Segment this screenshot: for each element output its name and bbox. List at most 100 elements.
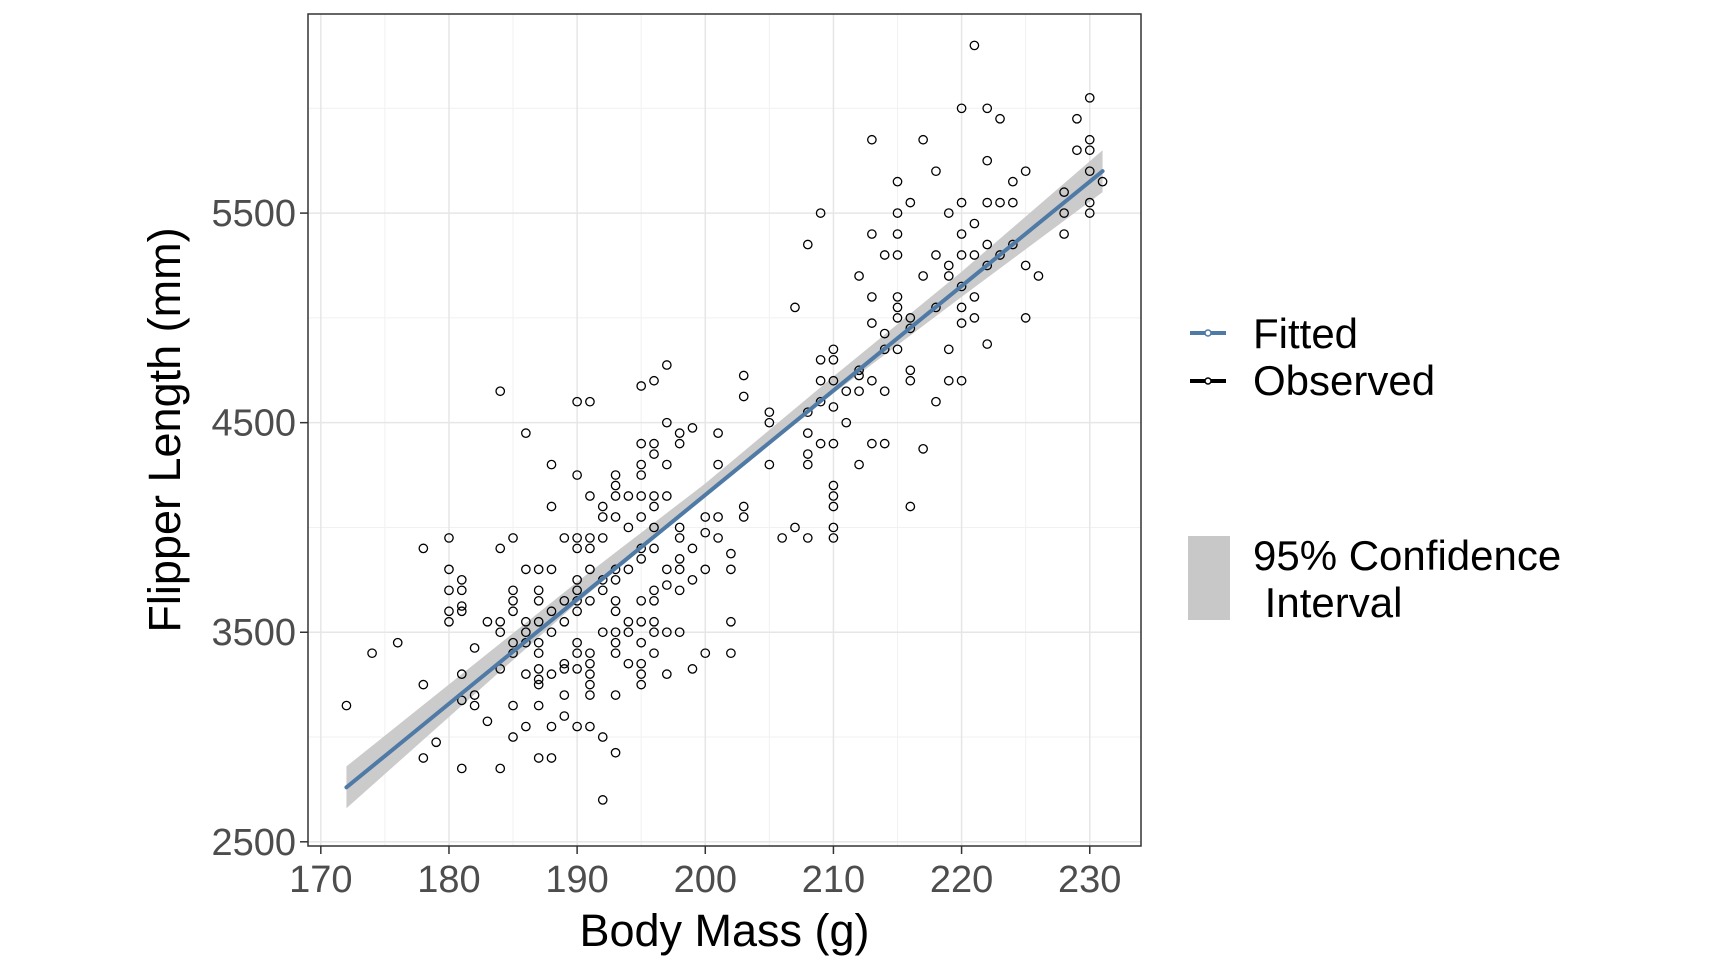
observed-point	[533, 753, 544, 763]
observed-point	[585, 564, 595, 575]
observed-point	[572, 533, 582, 543]
observed-point	[636, 658, 647, 669]
observed-points	[341, 40, 1108, 805]
observed-point	[867, 375, 877, 386]
observed-point	[508, 595, 518, 606]
observed-point	[1084, 145, 1095, 156]
observed-point	[572, 470, 582, 480]
fitted-line-group	[344, 169, 1105, 790]
observed-point	[969, 292, 980, 302]
observed-point	[649, 375, 659, 386]
observed-point	[533, 648, 544, 659]
observed-point	[418, 679, 429, 690]
observed-point	[1084, 134, 1095, 145]
observed-point	[559, 664, 570, 674]
observed-point	[456, 574, 467, 585]
observed-point	[931, 250, 941, 260]
observed-point	[738, 512, 749, 522]
observed-point	[828, 354, 839, 365]
observed-point	[982, 155, 993, 166]
y-tick-label: 2500	[211, 822, 296, 864]
observed-point	[597, 795, 608, 805]
legend-fitted-key-dot	[1204, 329, 1212, 337]
observed-point	[982, 239, 993, 250]
observed-point	[1084, 208, 1095, 218]
observed-point	[931, 396, 941, 407]
observed-point	[1059, 229, 1069, 239]
observed-point	[700, 648, 711, 659]
observed-point	[905, 197, 916, 208]
x-tick-label: 220	[930, 859, 993, 901]
observed-point	[469, 700, 480, 711]
observed-point	[905, 313, 916, 323]
observed-point	[585, 721, 595, 732]
observed-point	[559, 711, 570, 721]
observed-point	[572, 648, 582, 659]
observed-point	[777, 533, 788, 543]
observed-point	[559, 690, 570, 700]
observed-point	[892, 250, 903, 260]
observed-point	[533, 585, 544, 596]
observed-point	[828, 522, 839, 533]
observed-point	[956, 250, 967, 260]
observed-point	[969, 313, 980, 323]
observed-point	[533, 700, 544, 711]
observed-point	[546, 627, 557, 638]
observed-point	[764, 417, 775, 428]
observed-point	[815, 375, 826, 386]
observed-point	[1007, 197, 1018, 208]
observed-point	[1033, 271, 1044, 281]
observed-point	[585, 396, 595, 407]
legend-fitted-label: Fitted	[1253, 310, 1358, 357]
observed-point	[802, 407, 813, 418]
observed-point	[392, 637, 403, 648]
observed-point	[956, 197, 967, 208]
observed-point	[585, 669, 595, 680]
observed-point	[585, 679, 595, 690]
observed-point	[687, 543, 698, 554]
observed-point	[867, 292, 877, 302]
observed-point	[495, 664, 506, 674]
observed-point	[892, 208, 903, 218]
observed-point	[713, 533, 723, 543]
observed-point	[546, 564, 557, 575]
observed-point	[649, 491, 659, 501]
observed-point	[572, 574, 582, 585]
observed-point	[1072, 113, 1082, 124]
observed-point	[521, 721, 531, 732]
observed-point	[456, 606, 467, 617]
observed-point	[572, 585, 582, 596]
observed-point	[649, 595, 659, 606]
observed-point	[726, 548, 736, 559]
observed-point	[674, 585, 685, 596]
observed-point	[828, 375, 839, 386]
observed-point	[713, 459, 723, 470]
x-tick-label: 190	[545, 859, 608, 901]
legend-ci-label-line2: Interval	[1253, 579, 1402, 626]
observed-point	[892, 292, 903, 302]
observed-point	[1059, 208, 1069, 218]
observed-point	[597, 512, 608, 522]
observed-point	[623, 491, 634, 501]
observed-point	[649, 616, 659, 627]
observed-point	[623, 564, 634, 575]
observed-point	[572, 637, 582, 648]
plot-panel-border	[307, 13, 1142, 847]
fitted-line	[344, 169, 1105, 790]
observed-point	[956, 302, 967, 313]
observed-point	[610, 606, 621, 617]
observed-point	[636, 491, 647, 501]
observed-point	[802, 459, 813, 470]
observed-point	[726, 616, 736, 627]
observed-point	[508, 585, 518, 596]
observed-point	[956, 318, 967, 328]
observed-point	[995, 197, 1005, 208]
observed-point	[956, 103, 967, 114]
observed-point	[636, 669, 647, 680]
observed-point	[610, 480, 621, 491]
x-tick-label: 180	[417, 859, 480, 901]
observed-point	[444, 564, 454, 575]
observed-point	[867, 438, 877, 449]
observed-point	[879, 250, 890, 260]
observed-point	[572, 721, 582, 732]
